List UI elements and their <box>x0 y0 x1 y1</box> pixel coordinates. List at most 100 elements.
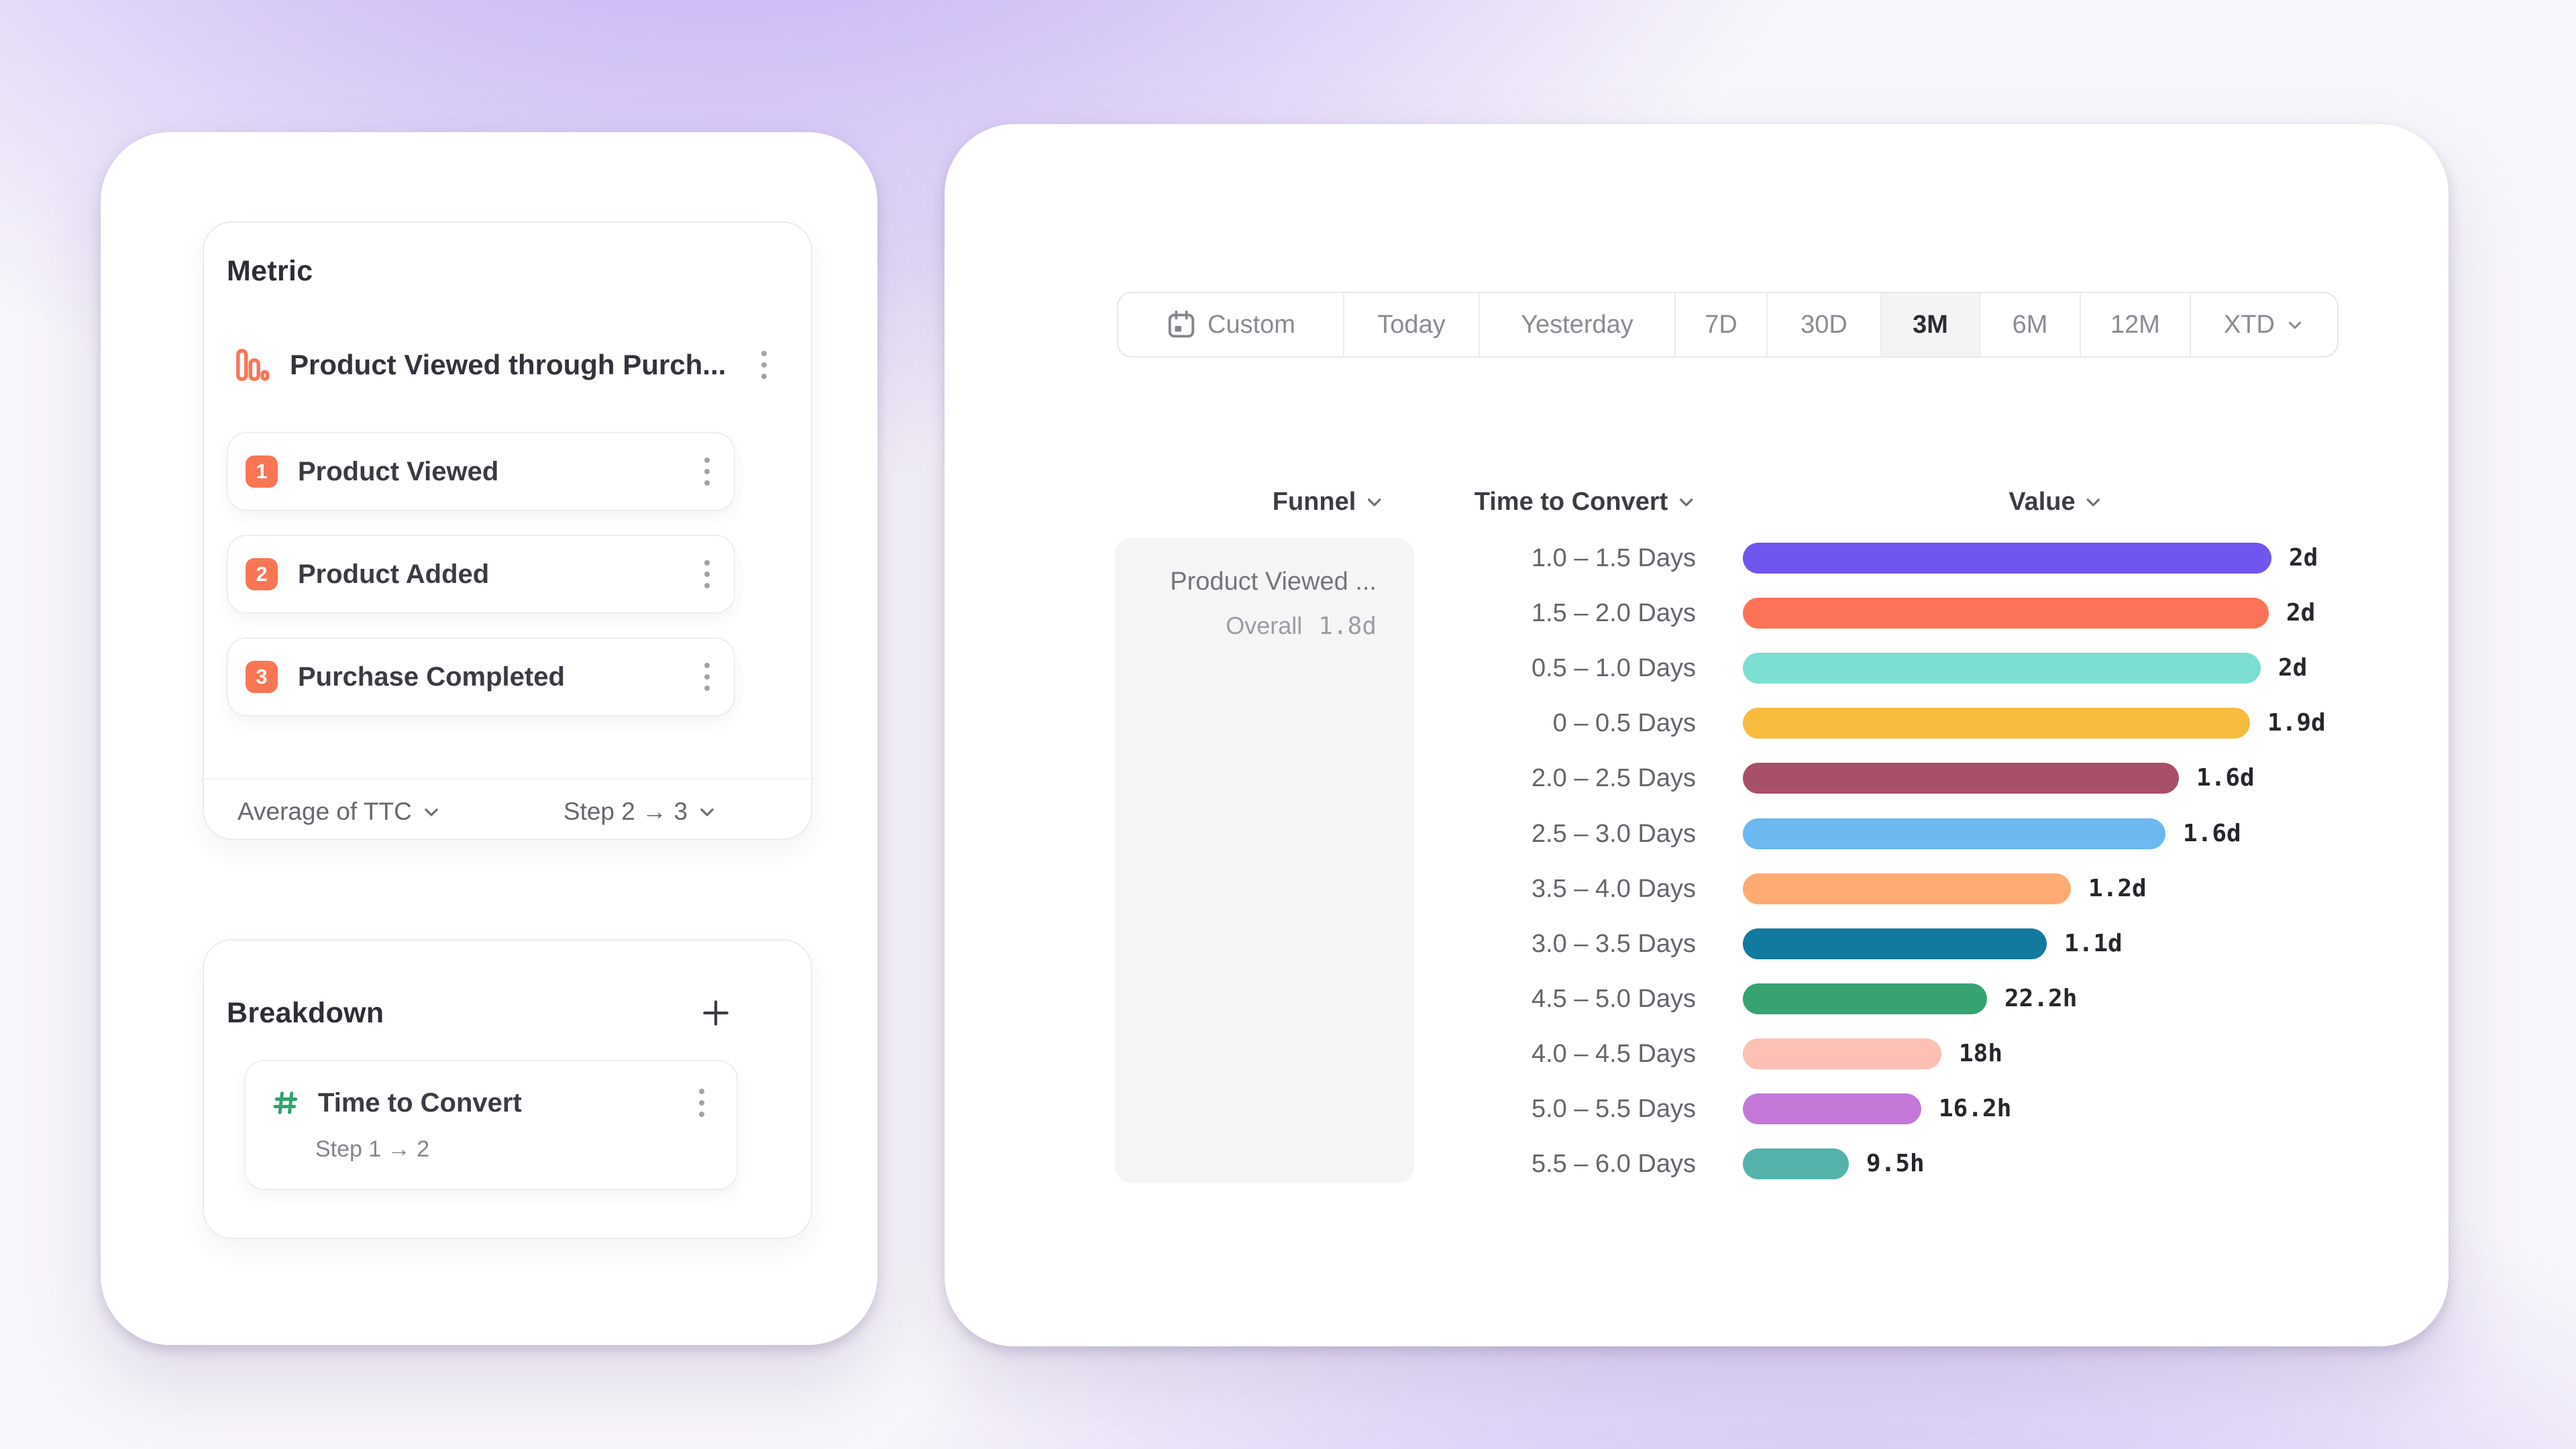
aggregation-label: Average of TTC <box>237 798 412 825</box>
date-range-option-label: 30D <box>1801 310 1847 339</box>
funnel-step-row[interactable]: 3 Purchase Completed <box>227 637 735 716</box>
bar-category-label: 3.0 – 3.5 Days <box>1531 929 1696 958</box>
bar-value-label: 1.1d <box>2064 929 2123 957</box>
chevron-down-icon <box>2084 492 2104 512</box>
bar-value-label: 9.5h <box>1866 1150 1925 1178</box>
bar-value-label: 22.2h <box>2004 984 2078 1012</box>
date-range-option-label: 3M <box>1913 310 1948 339</box>
date-range-picker: Custom Today Yesterday 7D 30D 3M 6M 12M XTD <box>1117 292 2339 358</box>
date-range-option-label: XTD <box>2224 310 2275 339</box>
bar-7[interactable] <box>1743 873 2071 904</box>
bar-value-label: 2d <box>2286 599 2316 627</box>
chevron-down-icon <box>2286 315 2304 334</box>
breakdown-item-sublabel: Step 1 → 2 <box>315 1136 430 1162</box>
step-label: Purchase Completed <box>298 661 565 692</box>
breakdown-item[interactable]: Time to Convert Step 1 → 2 <box>244 1060 738 1190</box>
date-range-option-label: 12M <box>2110 310 2160 339</box>
date-range-option-label: 6M <box>2012 310 2048 339</box>
step-number-badge: 1 <box>246 455 278 488</box>
kebab-menu-icon[interactable] <box>748 343 780 386</box>
report-panel: Custom Today Yesterday 7D 30D 3M 6M 12M XTD Funn… <box>945 124 2449 1346</box>
funnel-cell-name: Product Viewed ... <box>1170 568 1377 596</box>
bar-category-label: 4.0 – 4.5 Days <box>1531 1039 1696 1068</box>
bar-6[interactable] <box>1743 818 2165 849</box>
bar-category-label: 2.5 – 3.0 Days <box>1531 819 1696 848</box>
date-range-option-label: Yesterday <box>1521 310 1633 339</box>
bar-9[interactable] <box>1743 983 1987 1014</box>
step-range-dropdown[interactable]: Step 2 → 3 <box>564 798 717 826</box>
date-range-option-6m[interactable]: 6M <box>1979 293 2080 356</box>
bar-value-label: 18h <box>1959 1039 2003 1067</box>
bar-category-label: 0 – 0.5 Days <box>1552 709 1696 738</box>
kebab-menu-icon[interactable] <box>691 655 723 698</box>
time-to-convert-column-label: Time to Convert <box>1474 487 1668 516</box>
step-number-badge: 3 <box>246 661 278 693</box>
metric-section: Metric Product Viewed through Purch... 1… <box>203 221 812 840</box>
bar-category-label: 5.0 – 5.5 Days <box>1531 1095 1696 1123</box>
query-builder-panel: Metric Product Viewed through Purch... 1… <box>101 132 877 1345</box>
bar-5[interactable] <box>1743 763 2179 794</box>
bar-10[interactable] <box>1743 1038 1941 1069</box>
bar-3[interactable] <box>1743 653 2261 684</box>
funnel-metric-header[interactable]: Product Viewed through Purch... <box>235 341 780 389</box>
metric-title: Metric <box>227 255 313 287</box>
bar-category-label: 1.0 – 1.5 Days <box>1531 544 1696 572</box>
funnel-step-row[interactable]: 2 Product Added <box>227 535 735 614</box>
date-range-option-yesterday[interactable]: Yesterday <box>1479 293 1674 356</box>
bar-11[interactable] <box>1743 1093 1921 1124</box>
funnel-metric-title: Product Viewed through Purch... <box>290 349 727 380</box>
date-range-option-today[interactable]: Today <box>1343 293 1479 356</box>
bar-1[interactable] <box>1743 543 2271 574</box>
calendar-icon <box>1166 309 1197 340</box>
bar-2[interactable] <box>1743 598 2269 629</box>
bar-chart-icon <box>235 347 270 382</box>
kebab-menu-icon[interactable] <box>691 553 723 596</box>
bar-value-label: 16.2h <box>1939 1095 2012 1122</box>
add-breakdown-button[interactable] <box>700 997 732 1029</box>
bar-value-label: 1.9d <box>2267 709 2326 737</box>
step-label: Product Added <box>298 559 490 589</box>
step-label: Product Viewed <box>298 456 499 486</box>
bar-category-label: 4.5 – 5.0 Days <box>1531 984 1696 1013</box>
funnel-cell[interactable]: Product Viewed ... Overall 1.8d <box>1115 538 1414 1183</box>
breakdown-header: Breakdown <box>227 993 732 1033</box>
kebab-menu-icon[interactable] <box>686 1081 718 1124</box>
chevron-down-icon <box>1676 492 1696 512</box>
step-range-label: Step 2 → 3 <box>563 798 688 825</box>
bar-value-label: 2d <box>2289 544 2318 572</box>
breakdown-title: Breakdown <box>227 996 384 1029</box>
date-range-option-12m[interactable]: 12M <box>2080 293 2190 356</box>
step-number-badge: 2 <box>246 558 278 590</box>
breakdown-item-label: Time to Convert <box>318 1087 522 1118</box>
bar-value-label: 1.6d <box>2196 764 2255 792</box>
date-range-option-7d[interactable]: 7D <box>1674 293 1766 356</box>
funnel-cell-overall-label: Overall <box>1226 612 1303 639</box>
funnel-cell-overall-value: 1.8d <box>1318 612 1377 640</box>
hash-icon <box>271 1088 301 1118</box>
date-range-option-3m[interactable]: 3M <box>1880 293 1979 356</box>
chevron-down-icon <box>1364 492 1384 512</box>
value-column-label: Value <box>2008 487 2076 516</box>
kebab-menu-icon[interactable] <box>691 450 723 493</box>
funnel-step-row[interactable]: 1 Product Viewed <box>227 432 735 511</box>
divider <box>204 778 811 780</box>
date-range-option-30d[interactable]: 30D <box>1766 293 1880 356</box>
bar-12[interactable] <box>1743 1148 1849 1180</box>
plus-icon <box>700 997 732 1029</box>
date-range-option-custom[interactable]: Custom <box>1118 293 1343 356</box>
bar-category-label: 0.5 – 1.0 Days <box>1531 654 1696 683</box>
time-to-convert-column-header[interactable]: Time to Convert <box>1474 484 1697 520</box>
bar-4[interactable] <box>1743 708 2250 739</box>
aggregation-dropdown[interactable]: Average of TTC <box>237 798 441 826</box>
funnel-column-header[interactable]: Funnel <box>1273 484 1385 520</box>
bar-8[interactable] <box>1743 928 2047 959</box>
chevron-down-icon <box>697 802 717 822</box>
date-range-option-xtd[interactable]: XTD <box>2190 293 2337 356</box>
date-range-option-label: Custom <box>1208 310 1295 339</box>
date-range-option-label: Today <box>1377 310 1446 339</box>
value-column-header[interactable]: Value <box>2008 484 2103 520</box>
metric-footer: Average of TTC Step 2 → 3 <box>237 790 717 833</box>
bar-value-label: 2d <box>2278 654 2308 682</box>
chevron-down-icon <box>421 802 441 822</box>
